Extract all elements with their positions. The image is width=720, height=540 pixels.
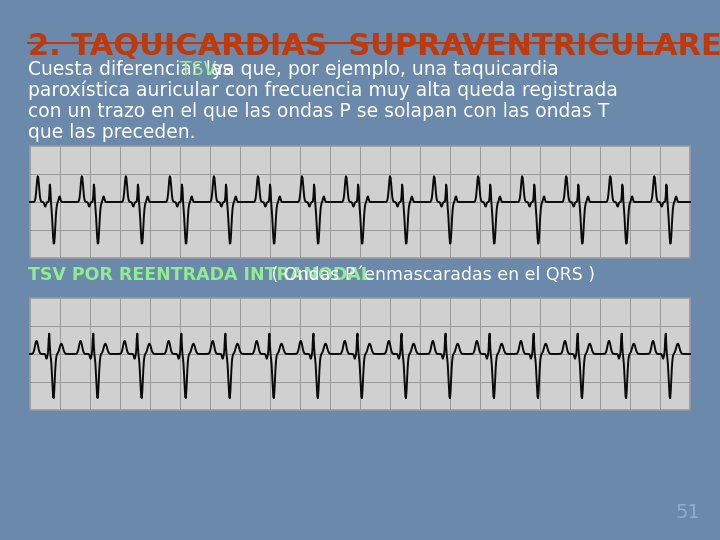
- Bar: [30, 146, 690, 258]
- Text: 2. TAQUICARDIAS  SUPRAVENTRICULARES: 2. TAQUICARDIAS SUPRAVENTRICULARES: [28, 32, 720, 61]
- Text: Cuesta diferenciar las: Cuesta diferenciar las: [28, 60, 238, 79]
- Text: ( Ondas P´enmascaradas en el QRS ): ( Ondas P´enmascaradas en el QRS ): [266, 266, 595, 284]
- Text: TSV: TSV: [180, 60, 217, 79]
- Bar: [30, 298, 690, 410]
- Text: TSV POR REENTRADA INTRANODAL: TSV POR REENTRADA INTRANODAL: [28, 266, 372, 284]
- Text: 51: 51: [675, 503, 700, 522]
- Text: con un trazo en el que las ondas P se solapan con las ondas T: con un trazo en el que las ondas P se so…: [28, 102, 609, 121]
- Text: ya que, por ejemplo, una taquicardia: ya que, por ejemplo, una taquicardia: [206, 60, 559, 79]
- Text: paroxística auricular con frecuencia muy alta queda registrada: paroxística auricular con frecuencia muy…: [28, 81, 618, 100]
- Text: que las preceden.: que las preceden.: [28, 123, 196, 142]
